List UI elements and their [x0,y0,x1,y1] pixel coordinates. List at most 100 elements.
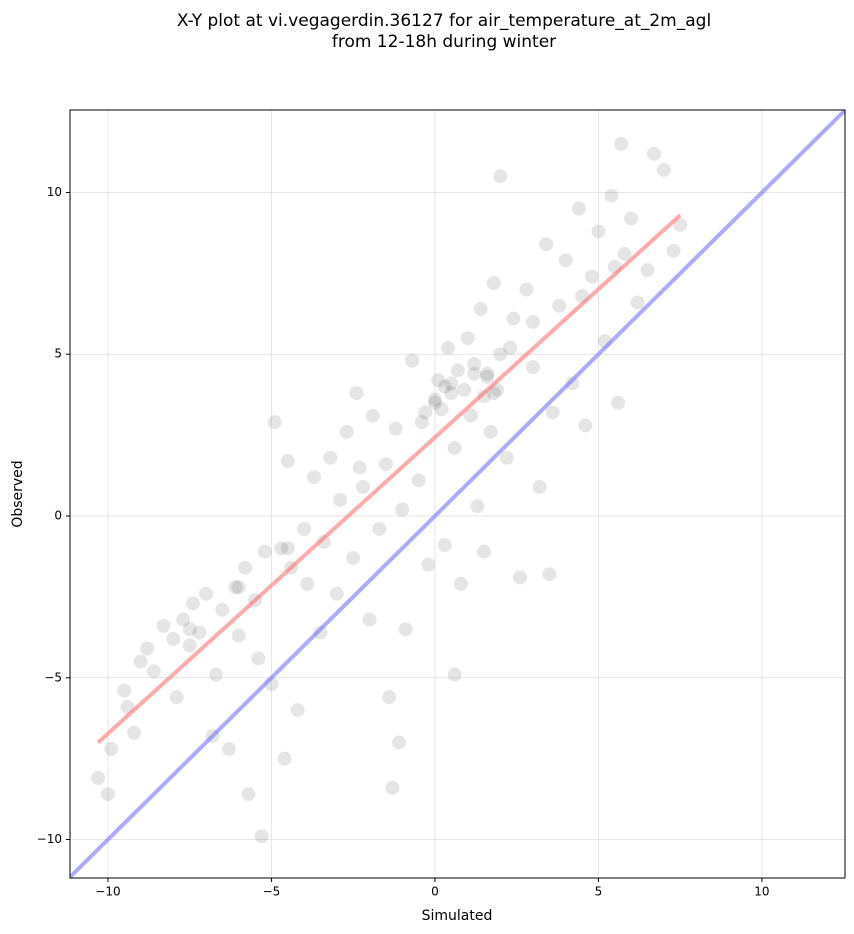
scatter-point [584,269,599,284]
scatter-point [591,224,606,239]
scatter-point [647,146,662,161]
scatter-point [617,246,632,261]
scatter-point [578,418,593,433]
scatter-point [630,295,645,310]
scatter-point [558,253,573,268]
x-tick-label: −10 [95,885,120,899]
scatter-point [418,405,433,420]
scatter-point [444,376,459,391]
scatter-point [231,580,246,595]
scatter-point [512,570,527,585]
scatter-point [447,667,462,682]
scatter-point [542,567,557,582]
scatter-point [506,311,521,326]
scatter-point [666,243,681,258]
scatter-point [447,441,462,456]
scatter-point [470,499,485,514]
scatter-point [437,538,452,553]
scatter-point [280,454,295,469]
scatter-point [372,521,387,536]
scatter-point [329,586,344,601]
scatter-point [565,376,580,391]
scatter-point [238,560,253,575]
scatter-point [499,450,514,465]
scatter-point [192,625,207,640]
scatter-point [176,612,191,627]
scatter-point [571,201,586,216]
scatter-point [611,395,626,410]
scatter-point [100,787,115,802]
scatter-point [221,741,236,756]
scatter-point [146,664,161,679]
scatter-point [411,473,426,488]
scatter-point [441,340,456,355]
chart-title: from 12-18h during winter [332,32,556,52]
y-tick-label: 10 [47,185,62,199]
scatter-point [431,373,446,388]
scatter-point [486,276,501,291]
scatter-point [166,631,181,646]
fit-line [70,110,845,878]
scatter-point [199,586,214,601]
scatter-point [182,638,197,653]
scatter-point [339,424,354,439]
scatter-point [378,457,393,472]
scatter-point [254,829,269,844]
scatter-point [208,667,223,682]
scatter-point [467,356,482,371]
chart-title: X-Y plot at vi.vegagerdin.36127 for air_… [177,11,711,31]
scatter-point [352,460,367,475]
scatter-point [257,544,272,559]
scatter-point [414,415,429,430]
scatter-point [493,347,508,362]
scatter-point [454,576,469,591]
scatter-point [382,690,397,705]
scatter-point [398,622,413,637]
scatter-point [228,580,243,595]
y-tick-label: 5 [54,347,62,361]
scatter-point [545,405,560,420]
scatter-point [614,136,629,151]
scatter-point [182,622,197,637]
scatter-point [388,421,403,436]
x-tick-label: 10 [754,885,769,899]
scatter-point [444,386,459,401]
scatter-point [316,534,331,549]
x-tick-label: 5 [595,885,603,899]
scatter-point [519,282,534,297]
scatter-point [280,541,295,556]
scatter-point [349,386,364,401]
scatter-point [532,479,547,494]
scatter-point [493,169,508,184]
scatter-point [463,408,478,423]
scatter-point [450,363,465,378]
scatter-point [117,683,132,698]
scatter-point [473,301,488,316]
scatter-point [421,557,436,572]
scatter-point [169,690,184,705]
scatter-point [405,353,420,368]
scatter-point [290,703,305,718]
scatter-point [656,162,671,177]
scatter-point [437,379,452,394]
scatter-point [395,502,410,517]
scatter-point [427,392,442,407]
scatter-point [391,735,406,750]
scatter-point [91,771,106,786]
scatter-point [385,780,400,795]
scatter-point [362,612,377,627]
scatter-point [156,618,171,633]
x-tick-label: 0 [431,885,439,899]
scatter-point [427,395,442,410]
scatter-point [624,211,639,226]
scatter-point [133,654,148,669]
x-axis-label: Simulated [422,908,493,924]
scatter-point [365,408,380,423]
scatter-point [215,602,230,617]
scatter-point [483,424,498,439]
scatter-point [640,263,655,278]
scatter-point [460,331,475,346]
y-tick-label: −5 [44,670,62,684]
scatter-point [480,369,495,384]
scatter-point [467,366,482,381]
